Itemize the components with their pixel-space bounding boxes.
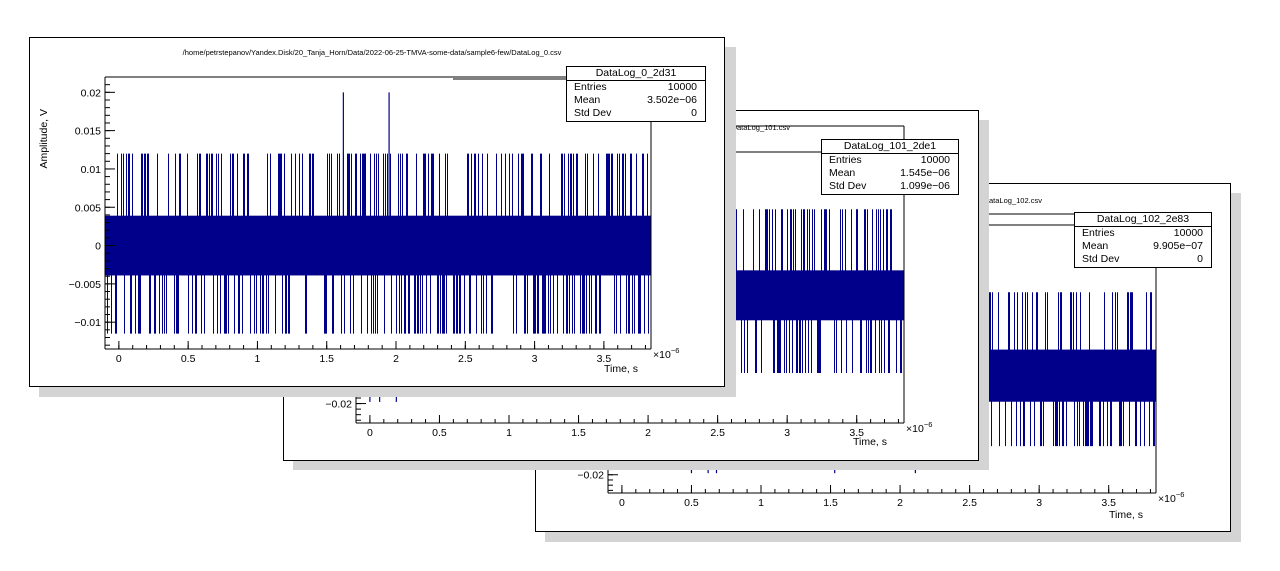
- histogram-canvas-datalog-0[interactable]: /home/petrstepanov/Yandex.Disk/20_Tanja_…: [29, 37, 725, 387]
- x-tick-label: 3: [784, 427, 790, 439]
- stats-value: 0: [691, 107, 697, 119]
- x-tick-label: 3.5: [597, 353, 612, 365]
- stats-label: Mean: [1082, 240, 1109, 252]
- stats-label: Entries: [829, 154, 862, 166]
- stats-row-mean: Mean 3.502e−06: [567, 94, 705, 107]
- canvas-title: e6-few/DataLog_101.csv: [707, 123, 790, 132]
- stats-row-entries: Entries 10000: [567, 81, 705, 94]
- y-tick-label: −0.02: [577, 470, 604, 482]
- x-exponent: −6: [671, 346, 680, 355]
- y-tick-label: 0.01: [81, 164, 102, 176]
- x-exponent: −6: [924, 420, 933, 429]
- x-tick-label: 0: [619, 497, 625, 509]
- stats-title: DataLog_0_2d31: [567, 67, 705, 81]
- y-axis-label: Amplitude, V: [38, 109, 50, 169]
- x-tick-label: 1: [506, 427, 512, 439]
- x-exponent-label: ×10−6: [653, 346, 679, 361]
- x-tick-label: 3.5: [849, 427, 864, 439]
- y-tick-label: 0.02: [81, 87, 102, 99]
- stats-label: Entries: [574, 81, 607, 93]
- x-exponent-label: ×10−6: [906, 420, 932, 435]
- stats-title: DataLog_101_2de1: [822, 140, 958, 154]
- stats-value: 1.099e−06: [900, 180, 950, 192]
- x-tick-label: 1.5: [823, 497, 838, 509]
- stats-label: Std Dev: [1082, 253, 1120, 265]
- x-tick-label: 2.5: [458, 353, 473, 365]
- stats-value: 1.545e−06: [900, 167, 950, 179]
- x-tick-label: 0.5: [181, 353, 196, 365]
- x-tick-label: 3: [532, 353, 538, 365]
- x-tick-label: 2: [645, 427, 651, 439]
- y-tick-label: 0: [95, 241, 101, 253]
- x-tick-label: 2: [393, 353, 399, 365]
- stats-title: DataLog_102_2e83: [1075, 213, 1211, 227]
- stats-row-std-dev: Std Dev 1.099e−06: [822, 180, 958, 193]
- stats-row-std-dev: Std Dev 0: [1075, 253, 1211, 266]
- stats-label: Mean: [574, 94, 601, 106]
- stats-label: Std Dev: [574, 107, 612, 119]
- stats-label: Mean: [829, 167, 856, 179]
- x-axis-label: Time, s: [1109, 509, 1143, 521]
- stats-row-std-dev: Std Dev 0: [567, 107, 705, 120]
- x-tick-label: 2.5: [710, 427, 725, 439]
- stats-box: DataLog_0_2d31 Entries 10000 Mean 3.502e−0…: [566, 66, 706, 122]
- x-tick-label: 1: [255, 353, 261, 365]
- histogram-spikes: [107, 153, 649, 334]
- x-axis-label: Time, s: [604, 363, 638, 375]
- x-tick-label: 0: [116, 353, 122, 365]
- x-tick-label: 3: [1036, 497, 1042, 509]
- y-tick-label: −0.01: [74, 317, 101, 329]
- x-axis-label: Time, s: [853, 436, 887, 448]
- stats-box: DataLog_101_2de1 Entries 10000 Mean 1.545e…: [821, 139, 959, 195]
- stats-value: 10000: [920, 154, 950, 166]
- stats-row-entries: Entries 10000: [1075, 227, 1211, 240]
- stats-value: 10000: [1173, 227, 1203, 239]
- x-tick-label: 1.5: [319, 353, 334, 365]
- stats-row-entries: Entries 10000: [822, 154, 958, 167]
- x-exponent-label: ×10−6: [1158, 490, 1184, 505]
- stats-box: DataLog_102_2e83 Entries 10000 Mean 9.905e…: [1074, 212, 1212, 268]
- stats-row-mean: Mean 9.905e−07: [1075, 240, 1211, 253]
- x-tick-label: 2.5: [962, 497, 977, 509]
- y-tick-label: 0.005: [75, 202, 101, 214]
- stats-label: Entries: [1082, 227, 1115, 239]
- stats-value: 3.502e−06: [647, 94, 697, 106]
- x-tick-label: 0.5: [684, 497, 699, 509]
- x-tick-label: 1: [758, 497, 764, 509]
- stats-row-mean: Mean 1.545e−06: [822, 167, 958, 180]
- stats-value: 9.905e−07: [1153, 240, 1203, 252]
- y-tick-label: 0.015: [75, 126, 101, 138]
- stats-value: 0: [1197, 253, 1203, 265]
- stats-label: Std Dev: [829, 180, 867, 192]
- x-exponent: −6: [1176, 490, 1185, 499]
- stats-value: 10000: [667, 81, 697, 93]
- x-tick-label: 3.5: [1101, 497, 1116, 509]
- x-tick-label: 2: [897, 497, 903, 509]
- y-tick-label: −0.02: [325, 399, 352, 411]
- canvas-title: /home/petrstepanov/Yandex.Disk/20_Tanja_…: [183, 48, 562, 57]
- y-tick-label: −0.005: [69, 279, 102, 291]
- x-tick-label: 1.5: [571, 427, 586, 439]
- x-tick-label: 0.5: [432, 427, 447, 439]
- canvas-title: e6-few/DataLog_102.csv: [959, 196, 1042, 205]
- histogram-plot: /home/petrstepanov/Yandex.Disk/20_Tanja_…: [38, 48, 679, 375]
- x-tick-label: 0: [367, 427, 373, 439]
